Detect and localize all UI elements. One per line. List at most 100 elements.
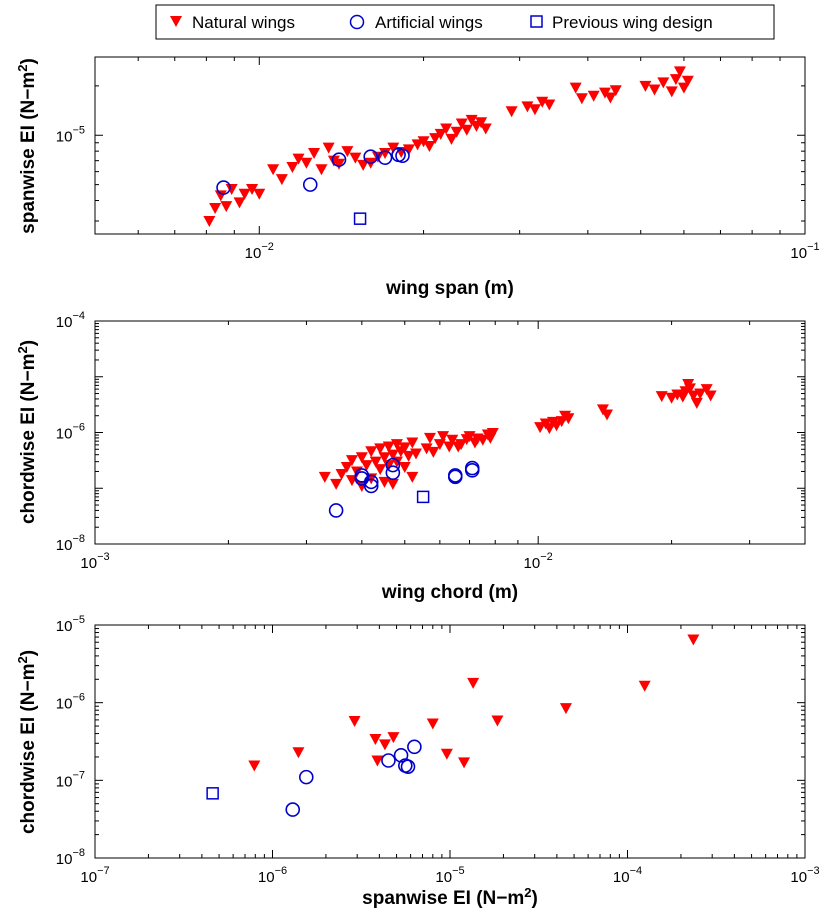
natural-wing-point bbox=[379, 147, 392, 159]
natural-wing-point bbox=[687, 634, 700, 646]
natural-wing-point bbox=[371, 755, 384, 767]
natural-wing-point bbox=[420, 443, 433, 455]
artificial-wing-point bbox=[285, 802, 301, 817]
natural-wing-point bbox=[437, 431, 450, 443]
natural-wing-point bbox=[292, 153, 305, 165]
y-tick-label: 10−8 bbox=[56, 533, 85, 554]
natural-wing-point bbox=[505, 106, 518, 118]
natural-wing-point bbox=[374, 464, 387, 476]
x-tick-label: 10−2 bbox=[524, 551, 553, 572]
natural-wing-point bbox=[460, 124, 473, 136]
natural-wing-point bbox=[387, 732, 400, 744]
natural-wing-point bbox=[318, 471, 331, 483]
natural-wing-point bbox=[534, 422, 547, 434]
natural-wing-point bbox=[406, 471, 419, 483]
natural-wing-point bbox=[398, 462, 411, 474]
natural-wing-point bbox=[543, 99, 556, 111]
natural-wing-point bbox=[333, 158, 346, 170]
natural-wing-point bbox=[369, 456, 382, 468]
x-tick-label: 10−5 bbox=[435, 865, 464, 886]
natural-wing-point bbox=[406, 437, 419, 449]
natural-wing-point bbox=[390, 439, 403, 451]
legend-label-artificial: Artificial wings bbox=[375, 13, 483, 32]
artificial-wing-point bbox=[385, 465, 401, 481]
ylabel-span-ei: spanwise EI (N−m2) bbox=[15, 58, 39, 234]
natural-wing-point bbox=[341, 146, 354, 158]
natural-wing-point bbox=[275, 174, 288, 186]
natural-wing-point bbox=[253, 188, 266, 200]
artificial-wing-point bbox=[385, 457, 401, 473]
natural-wing-point bbox=[417, 136, 430, 148]
natural-wing-point bbox=[648, 84, 661, 96]
natural-wing-point bbox=[335, 469, 348, 481]
y-tick-label: 10−4 bbox=[56, 310, 85, 331]
x-tick-label: 10−3 bbox=[790, 865, 819, 886]
panel-span: 10−2 10−1 10−5 wing span (m) spanwise EI (… bbox=[15, 56, 820, 299]
legend-marker-previous bbox=[530, 15, 543, 28]
natural-wing-point bbox=[467, 677, 480, 689]
legend-label-natural: Natural wings bbox=[192, 13, 295, 32]
x-tick-label: 10−1 bbox=[790, 241, 819, 262]
ylabel-chord-ei: chordwise EI (N−m2) bbox=[15, 340, 39, 524]
natural-wing-point bbox=[639, 80, 652, 92]
previous-design-point bbox=[353, 212, 367, 225]
natural-wing-point bbox=[575, 93, 588, 105]
natural-wing-point bbox=[382, 460, 395, 472]
legend-marker-natural bbox=[170, 16, 182, 27]
natural-wing-point bbox=[665, 86, 678, 98]
artificial-wing-point bbox=[407, 739, 422, 755]
artificial-wing-point bbox=[381, 753, 396, 768]
legend-marker-artificial bbox=[349, 14, 365, 30]
natural-wing-point bbox=[655, 391, 668, 403]
y-tick-label: 10−6 bbox=[56, 422, 85, 443]
artificial-wing-point bbox=[464, 460, 480, 476]
xlabel-chord: wing chord (m) bbox=[381, 582, 518, 603]
y-tick-label: 10−7 bbox=[56, 769, 85, 790]
natural-wing-point bbox=[455, 118, 468, 130]
natural-wing-point bbox=[559, 703, 572, 715]
natural-wing-point bbox=[433, 439, 446, 451]
natural-wing-point bbox=[434, 128, 447, 140]
natural-wing-point bbox=[604, 92, 617, 104]
natural-wing-point bbox=[355, 452, 368, 464]
natural-wing-point bbox=[638, 680, 651, 692]
natural-wing-point bbox=[330, 478, 343, 490]
y-tick-label: 10−8 bbox=[56, 847, 85, 868]
x-tick-label: 10−4 bbox=[613, 865, 642, 886]
artificial-wing-point bbox=[393, 748, 409, 763]
natural-wing-point bbox=[587, 90, 600, 102]
natural-wing-point bbox=[225, 184, 238, 196]
natural-wing-point bbox=[445, 133, 458, 145]
natural-wing-point bbox=[657, 77, 670, 89]
natural-wing-point bbox=[238, 188, 251, 200]
artificial-wing-point bbox=[216, 180, 231, 195]
natural-wing-point bbox=[491, 715, 504, 727]
x-tick-label: 10−7 bbox=[80, 865, 109, 886]
natural-wing-point bbox=[476, 434, 489, 446]
natural-wing-point bbox=[292, 747, 305, 759]
natural-wing-point bbox=[349, 152, 362, 164]
natural-wing-point bbox=[374, 443, 387, 455]
natural-wing-point bbox=[246, 184, 259, 196]
natural-wing-point bbox=[426, 718, 439, 730]
x-tick-label: 10−2 bbox=[245, 241, 274, 262]
artificial-wing-point bbox=[331, 152, 347, 167]
natural-wing-point bbox=[681, 75, 694, 87]
natural-wing-point bbox=[446, 434, 459, 446]
natural-wing-point bbox=[300, 157, 313, 169]
natural-wing-point bbox=[203, 216, 216, 228]
natural-wing-point bbox=[209, 203, 222, 215]
natural-wing-point bbox=[687, 390, 700, 402]
ylabel-chordwise-ei: chordwise EI (N−m2) bbox=[15, 650, 39, 834]
natural-wing-point bbox=[465, 114, 478, 126]
panel-span-vs-chord: 10−7 10−6 10−5 10−4 10−310−810−710−610−5 spa… bbox=[15, 614, 820, 909]
artificial-wing-point bbox=[447, 469, 463, 485]
natural-wing-point bbox=[402, 144, 415, 156]
natural-wing-point bbox=[411, 139, 424, 151]
panel-chord: 10−3 10−2 10−8 10−6 10−4 wing chord (m) chor… bbox=[15, 310, 806, 603]
y-tick-label: 10−5 bbox=[56, 614, 85, 635]
artificial-wing-point bbox=[377, 150, 393, 165]
natural-wing-point bbox=[609, 85, 622, 97]
natural-wing-point bbox=[348, 716, 361, 728]
